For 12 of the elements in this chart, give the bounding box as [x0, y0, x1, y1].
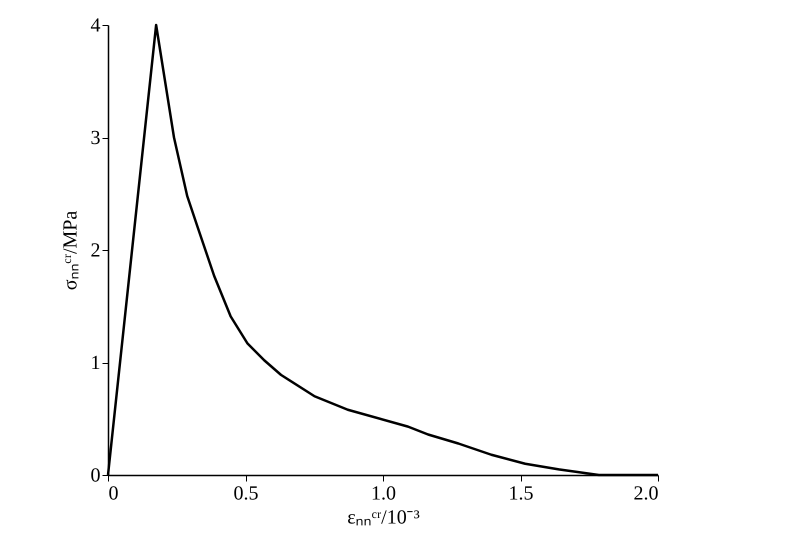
y-tick-label: 1	[90, 352, 100, 374]
y-tick-label: 0	[90, 464, 100, 486]
y-tick-label: 4	[90, 14, 100, 36]
x-tick-label: 0	[108, 482, 118, 504]
y-axis-title: σₙₙᶜʳ/MPa	[60, 210, 82, 290]
x-tick-label: 1.0	[371, 482, 396, 504]
x-axis-title: εₙₙᶜʳ/10⁻³	[347, 506, 420, 528]
x-tick-label: 1.5	[508, 482, 534, 504]
x-tick-label: 0.5	[234, 482, 258, 504]
y-tick-label: 3	[90, 127, 100, 149]
x-tick-label: 2.0	[634, 482, 658, 504]
y-tick-label: 2	[90, 240, 100, 262]
